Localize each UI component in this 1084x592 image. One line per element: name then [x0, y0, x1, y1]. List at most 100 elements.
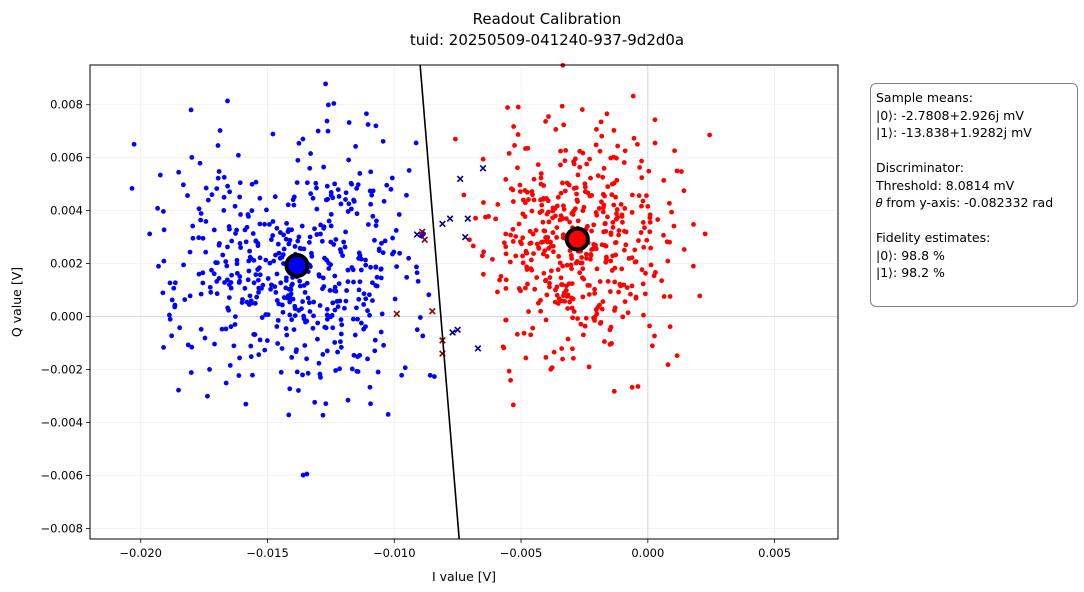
scatter-point — [161, 258, 167, 264]
misassigned-marker — [413, 231, 421, 238]
scatter-point — [493, 216, 499, 222]
scatter-point — [652, 117, 658, 123]
scatter-point — [610, 253, 616, 259]
scatter-point — [270, 219, 276, 224]
scatter-point — [544, 211, 550, 217]
scatter-point — [392, 296, 398, 302]
scatter-point — [270, 233, 276, 238]
scatter-point — [346, 201, 352, 207]
scatter-point — [364, 111, 369, 117]
scatter-point — [544, 253, 550, 259]
scatter-point — [467, 237, 472, 243]
scatter-point — [600, 205, 606, 210]
scatter-point — [367, 312, 372, 318]
scatter-point — [349, 366, 355, 372]
scatter-point — [289, 354, 295, 360]
scatter-point — [351, 199, 357, 204]
scatter-point — [237, 180, 243, 186]
scatter-point — [648, 262, 654, 268]
scatter-point — [196, 206, 202, 212]
scatter-point — [304, 280, 310, 286]
scatter-point — [555, 301, 561, 306]
scatter-point — [621, 160, 627, 165]
scatter-point — [275, 317, 281, 323]
scatter-point — [328, 211, 334, 217]
scatter-point — [495, 289, 500, 295]
chart-subtitle: tuid: 20250509-041240-937-9d2d0a — [410, 31, 684, 49]
scatter-point — [216, 241, 222, 246]
scatter-point — [515, 165, 520, 171]
misassigned-marker — [454, 326, 462, 334]
scatter-point — [531, 176, 537, 182]
marker-stroke — [428, 307, 436, 315]
scatter-point — [624, 285, 630, 290]
scatter-point — [231, 343, 237, 349]
scatter-point — [251, 332, 257, 337]
scatter-point — [225, 183, 230, 189]
threshold-line-layer — [419, 64, 460, 540]
scatter-point — [508, 377, 514, 383]
scatter-point — [610, 225, 616, 230]
scatter-point — [681, 247, 687, 252]
scatter-point — [228, 280, 234, 285]
scatter-point — [399, 372, 405, 378]
scatter-point — [226, 295, 232, 301]
scatter-point — [367, 292, 372, 298]
scatter-point — [605, 184, 611, 190]
scatter-point — [287, 237, 293, 243]
scatter-point — [531, 197, 537, 203]
scatter-point — [284, 332, 290, 338]
scatter-point — [691, 222, 696, 227]
scatter-point — [570, 346, 575, 352]
scatter-point — [608, 324, 614, 330]
scatter-point — [569, 305, 575, 311]
scatter-point — [414, 264, 419, 270]
scatter-point — [580, 266, 586, 272]
scatter-point — [315, 320, 321, 326]
scatter-point — [202, 335, 208, 341]
scatter-point — [575, 316, 580, 321]
scatter-point — [352, 332, 358, 338]
scatter-point — [310, 325, 316, 331]
scatter-point — [321, 225, 327, 231]
scatter-point — [560, 356, 565, 362]
scatter-point — [249, 181, 255, 187]
scatter-point — [652, 140, 658, 146]
marker-stroke — [421, 236, 429, 244]
scatter-point — [298, 246, 304, 252]
misassigned-marker — [464, 215, 472, 222]
scatter-point — [228, 285, 234, 291]
scatter-point — [278, 369, 284, 375]
scatter-point — [495, 202, 501, 207]
scatter-point — [614, 207, 620, 212]
scatter-point — [605, 214, 610, 220]
scatter-point — [307, 234, 313, 240]
scatter-point — [661, 294, 667, 299]
scatter-point — [604, 256, 609, 262]
scatter-point — [227, 363, 233, 368]
scatter-point — [565, 292, 571, 298]
scatter-point — [338, 331, 344, 337]
scatter-point — [618, 283, 624, 289]
scatter-point — [524, 189, 530, 195]
scatter-point — [305, 370, 311, 376]
scatter-point — [297, 278, 303, 284]
scatter-point — [324, 348, 330, 354]
scatter-point — [600, 299, 606, 304]
scatter-point — [589, 247, 595, 253]
scatter-point — [612, 305, 618, 311]
scatter-point — [229, 238, 235, 244]
scatter-point — [579, 275, 585, 281]
scatter-point — [264, 338, 270, 343]
scatter-point — [563, 147, 569, 153]
scatter-point — [373, 264, 379, 270]
scatter-point — [653, 270, 658, 275]
scatter-point — [528, 257, 534, 263]
scatter-point — [198, 291, 204, 297]
scatter-point — [238, 212, 243, 217]
scatter-point — [161, 345, 166, 350]
scatter-point — [379, 311, 385, 317]
scatter-point — [316, 360, 322, 366]
scatter-point — [589, 193, 595, 198]
scatter-point — [273, 252, 278, 258]
